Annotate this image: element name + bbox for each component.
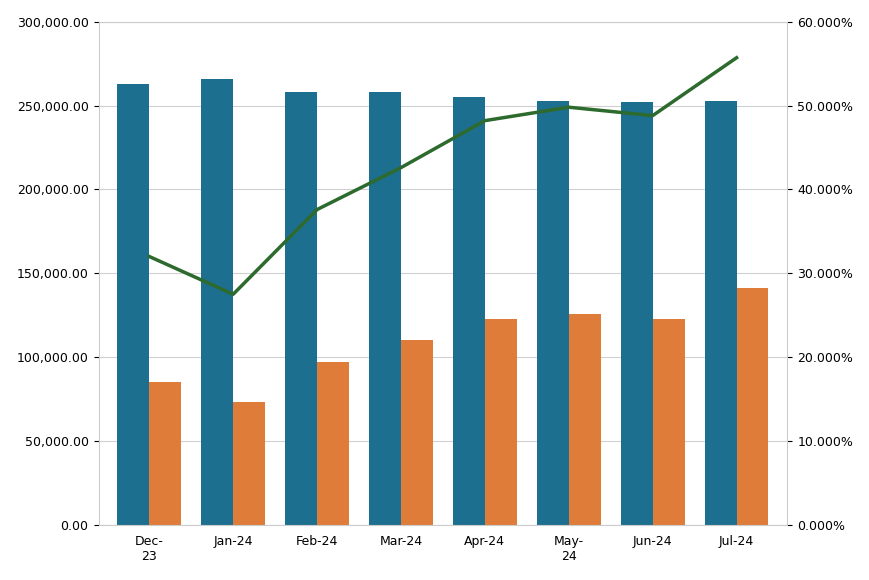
Bar — [401, 340, 433, 525]
Bar — [704, 100, 736, 525]
Bar — [484, 318, 516, 525]
Bar — [233, 403, 265, 525]
Bar — [536, 100, 568, 525]
Bar — [568, 314, 600, 525]
Bar — [652, 318, 684, 525]
Bar — [620, 102, 652, 525]
Bar — [736, 288, 767, 525]
Bar — [285, 92, 316, 525]
Bar — [368, 92, 401, 525]
Bar — [149, 382, 181, 525]
Bar — [453, 97, 484, 525]
Bar — [117, 84, 149, 525]
Bar — [316, 362, 348, 525]
Bar — [201, 79, 233, 525]
